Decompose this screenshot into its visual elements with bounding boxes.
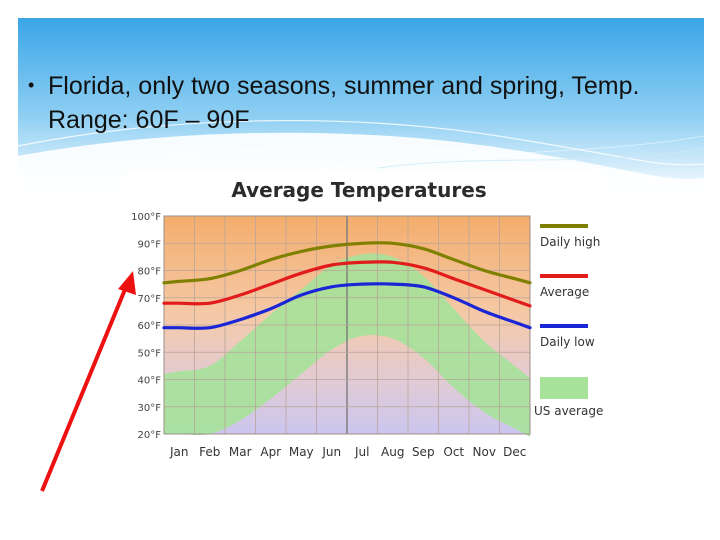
x-tick-label: Sep — [412, 445, 435, 459]
legend-label-us-average: US average — [534, 404, 603, 418]
legend-label-daily-high: Daily high — [540, 235, 600, 249]
x-tick-label: Mar — [229, 445, 252, 459]
y-tick-label: 40°F — [138, 376, 162, 387]
x-tick-label: Dec — [503, 445, 526, 459]
bullet-marker: • — [28, 75, 35, 95]
y-tick-label: 20°F — [138, 430, 162, 441]
legend-label-average: Average — [540, 285, 589, 299]
legend-swatch-daily-high — [540, 224, 588, 228]
x-tick-label: Apr — [260, 445, 281, 459]
series-line-daily-high — [162, 241, 532, 285]
x-tick-label: Oct — [443, 445, 464, 459]
y-tick-label: 70°F — [138, 294, 162, 305]
red-arrow-shaft — [40, 286, 128, 492]
chart-svg: Average Temperatures 100°F 90°F 80°F 70°F 60… — [125, 172, 603, 468]
y-tick-label: 50°F — [138, 348, 162, 359]
temperature-chart: Average Temperatures 100°F 90°F 80°F 70°F 60… — [125, 172, 603, 468]
y-tick-label: 90°F — [138, 239, 162, 250]
legend-swatch-us-average — [540, 377, 588, 399]
legend-swatch-average — [540, 274, 588, 278]
y-tick-label: 80°F — [138, 267, 162, 278]
y-tick-label: 100°F — [131, 212, 161, 223]
chart-title: Average Temperatures — [231, 178, 486, 202]
y-tick-label: 60°F — [138, 321, 162, 332]
slide-bullet: • Florida, only two seasons, summer and s… — [28, 68, 708, 137]
series-line-average — [162, 260, 532, 308]
x-tick-label: Feb — [199, 445, 220, 459]
x-tick-label: Aug — [381, 445, 404, 459]
x-tick-label: Nov — [473, 445, 496, 459]
x-tick-label: Jan — [169, 445, 189, 459]
plot-border — [163, 215, 531, 435]
series-line-daily-low — [162, 282, 532, 330]
x-tick-label: May — [289, 445, 314, 459]
legend-swatch-daily-low — [540, 324, 588, 328]
y-tick-label: 30°F — [138, 403, 162, 414]
bullet-text: Florida, only two seasons, summer and sp… — [48, 72, 640, 134]
x-tick-label: Jul — [354, 445, 369, 459]
legend-label-daily-low: Daily low — [540, 335, 595, 349]
x-tick-label: Jun — [321, 445, 341, 459]
